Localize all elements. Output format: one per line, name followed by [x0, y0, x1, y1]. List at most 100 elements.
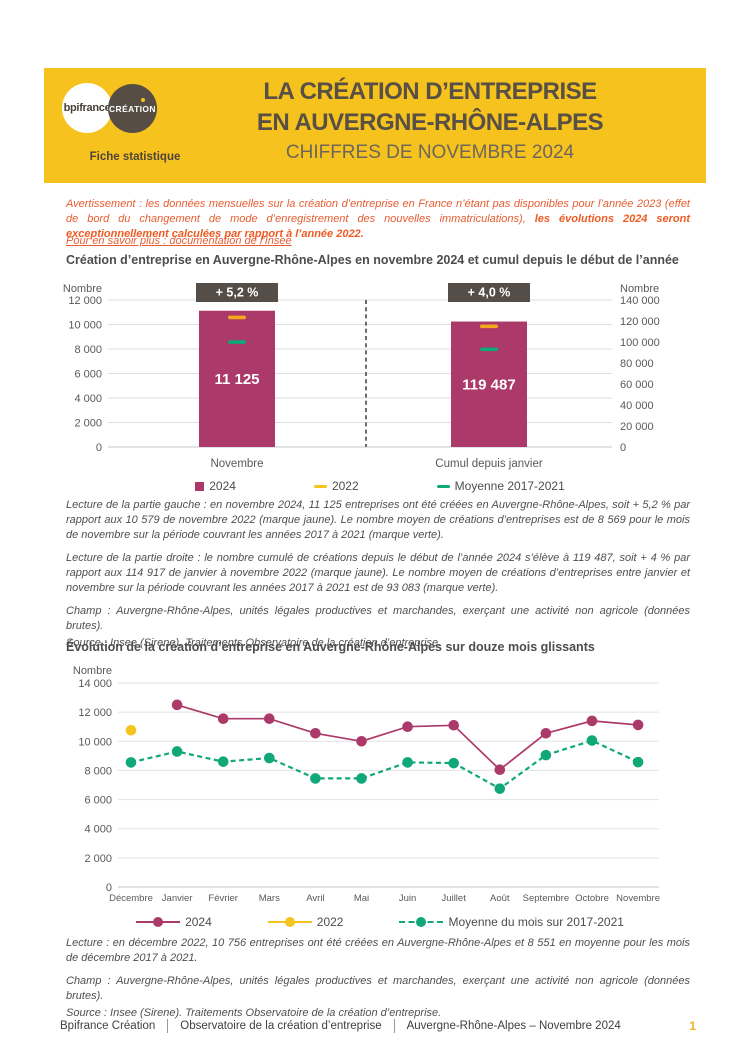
data-point-moyenne-du-mois-sur-2017-2021 — [540, 749, 552, 761]
y-axis-tick: 4 000 — [84, 824, 112, 836]
left-axis-tick: 12 000 — [68, 295, 102, 307]
creation-logo-dot-icon — [141, 98, 145, 102]
warning-text: Avertissement : les données mensuelles s… — [66, 198, 690, 225]
legend-item: 2022 — [313, 479, 359, 493]
chart1-notes: Lecture de la partie gauche : en novembr… — [66, 498, 690, 653]
right-axis-tick: 20 000 — [620, 421, 654, 433]
data-point-moyenne-du-mois-sur-2017-2021 — [632, 756, 644, 768]
y-axis-tick: 10 000 — [78, 736, 112, 748]
data-point-moyenne-du-mois-sur-2017-2021 — [264, 752, 275, 764]
title-line-2: EN AUVERGNE-RHÔNE-ALPES — [256, 109, 604, 136]
legend-label: 2024 — [209, 479, 236, 493]
creation-logo-text: CRÉATION — [109, 103, 156, 114]
x-axis-tick: Septembre — [523, 893, 569, 904]
right-axis-tick: 40 000 — [620, 400, 654, 412]
x-axis-tick: Décembre — [109, 893, 153, 904]
legend-square-icon — [195, 481, 205, 491]
right-axis-tick: 80 000 — [620, 358, 654, 370]
y-axis-tick: 6 000 — [84, 795, 112, 807]
left-axis-tick: 6 000 — [74, 369, 102, 381]
marker-moyenne-2017-2021 — [480, 347, 498, 352]
data-point-2024 — [494, 764, 506, 775]
legend-line-dot-icon — [399, 916, 444, 928]
warning-notice: Avertissement : les données mensuelles s… — [66, 197, 690, 242]
data-point-moyenne-du-mois-sur-2017-2021 — [217, 756, 229, 767]
tagline: Fiche statistique — [89, 151, 181, 163]
header-banner: bpifrance CRÉATION Fiche statistique LA … — [44, 68, 706, 183]
growth-badge-label: + 5,2 % — [216, 286, 259, 300]
data-point-2024 — [356, 735, 367, 747]
title-line-1: LA CRÉATION D’ENTREPRISE — [263, 78, 597, 105]
lecture: Lecture : en décembre 2022, 10 756 entre… — [66, 937, 690, 964]
creation-logo: CRÉATION — [108, 84, 157, 133]
growth-badge-label: + 4,0 % — [468, 286, 511, 300]
left-axis-tick: 2 000 — [74, 418, 102, 430]
legend-label: 2022 — [331, 479, 359, 493]
data-point-2024 — [448, 719, 460, 731]
data-point-moyenne-du-mois-sur-2017-2021 — [448, 757, 460, 769]
bar-chart: 0 2 000 4 000 6 000 8 000 10 000 12 000 0 20 000… — [60, 283, 700, 493]
bar-value-label: 11 125 — [214, 371, 259, 388]
left-axis-tick: 10 000 — [68, 320, 102, 332]
legend-line-dot-icon — [267, 916, 312, 928]
warning-text-bold: les évolutions 2024 seront exceptionnell… — [66, 213, 691, 240]
legend-item: 2024 — [195, 479, 236, 493]
data-point-moyenne-du-mois-sur-2017-2021 — [125, 757, 137, 768]
legend-label: Moyenne 2017-2021 — [454, 479, 565, 493]
y-axis-tick: 14 000 — [78, 678, 112, 690]
right-axis-title: Nombre — [620, 283, 659, 295]
x-axis-tick: Mars — [259, 893, 280, 904]
bpifrance-logo: bpifrance — [62, 83, 112, 133]
right-axis-tick: 140 000 — [620, 295, 660, 307]
legend-label: 2024 — [185, 915, 212, 929]
page-title: LA CRÉATION D’ENTREPRISE EN AUVERGNE-RHÔ… — [254, 76, 606, 166]
footer-item-observatoire: Observatoire de la création d’entreprise — [180, 1020, 382, 1032]
legend-label: 2022 — [316, 915, 344, 929]
legend-item: 2024 — [136, 915, 212, 929]
data-point-2024 — [540, 727, 552, 739]
data-point-moyenne-du-mois-sur-2017-2021 — [310, 773, 321, 784]
left-axis-tick: 8 000 — [74, 344, 102, 356]
data-point-2024 — [217, 713, 229, 724]
source-note: Source : Insee (Sirene). Traitements Obs… — [66, 637, 442, 649]
champ-note: Champ : Auvergne-Rhône-Alpes, unités lég… — [66, 605, 690, 632]
logo-block: bpifrance CRÉATION Fiche statistique — [60, 81, 220, 177]
page-number: 1 — [689, 1019, 696, 1033]
y-axis-tick: 8 000 — [84, 765, 112, 777]
marker-2022 — [228, 315, 246, 320]
right-axis-tick: 60 000 — [620, 379, 654, 391]
y-axis-tick: 0 — [106, 882, 112, 894]
insee-documentation-link[interactable]: Pour en savoir plus : documentation de l… — [66, 235, 292, 247]
legend-dash-icon — [436, 484, 450, 488]
bar-value-label: 119 487 — [462, 376, 515, 393]
marker-moyenne-2017-2021 — [228, 340, 246, 344]
footer-item-region-date: Auvergne-Rhône-Alpes – Novembre 2024 — [406, 1020, 621, 1032]
bar-2024 — [451, 321, 527, 447]
footer-item-brand: Bpifrance Création — [60, 1020, 156, 1032]
footer: Bpifrance Création Observatoire de la cr… — [60, 1016, 696, 1036]
data-point-moyenne-du-mois-sur-2017-2021 — [356, 773, 367, 784]
left-axis-title: Nombre — [63, 283, 102, 295]
series-line-moyenne-du-mois-sur-2017-2021 — [130, 739, 639, 790]
y-axis-title: Nombre — [73, 665, 112, 677]
x-axis-tick: Mai — [354, 893, 369, 904]
x-axis-tick: Juillet — [442, 893, 467, 904]
data-point-2024 — [264, 713, 275, 724]
footer-separator — [167, 1019, 169, 1033]
x-axis-tick: Août — [490, 893, 510, 904]
x-axis-tick: Février — [208, 893, 238, 904]
x-axis-tick: Octobre — [575, 893, 609, 904]
legend-dash-icon — [313, 484, 327, 488]
data-point-moyenne-du-mois-sur-2017-2021 — [586, 735, 598, 746]
legend-item: 2022 — [267, 915, 344, 929]
chart2-title: Évolution de la création d’entreprise en… — [66, 640, 595, 654]
left-axis-tick: 4 000 — [74, 393, 102, 405]
x-axis-tick: Avril — [306, 893, 324, 904]
footer-separator — [393, 1019, 395, 1033]
x-axis-tick: Juin — [399, 893, 416, 904]
data-point-2024 — [586, 715, 598, 727]
line-chart-legend: 2024 2022 Moyenne du mois sur 2017-2021 — [60, 915, 700, 929]
x-axis-tick: Novembre — [616, 893, 660, 904]
